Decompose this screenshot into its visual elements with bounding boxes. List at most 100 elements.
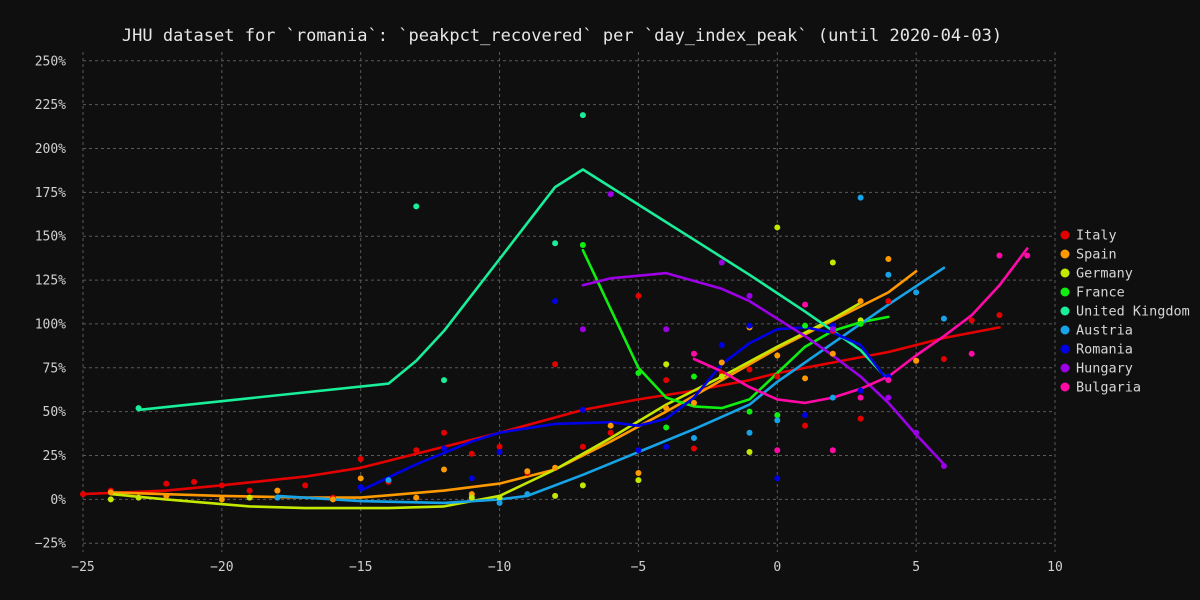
data-point xyxy=(690,350,697,357)
grid xyxy=(82,52,1056,552)
data-point xyxy=(274,494,281,501)
legend-label: Bulgaria xyxy=(1076,380,1141,396)
y-tick-label: 0% xyxy=(50,493,66,508)
data-point xyxy=(135,494,142,501)
data-point xyxy=(829,326,836,333)
x-tick-label: −25 xyxy=(71,560,94,575)
data-point xyxy=(746,408,753,415)
data-point xyxy=(857,298,864,305)
data-point xyxy=(774,475,781,482)
data-point xyxy=(441,445,448,452)
data-point xyxy=(496,449,503,455)
data-point xyxy=(579,443,586,450)
data-point xyxy=(496,494,503,501)
y-tick-label: 250% xyxy=(35,54,66,69)
data-point xyxy=(579,241,586,248)
data-point xyxy=(802,422,809,429)
legend-marker xyxy=(1060,306,1070,316)
data-point xyxy=(496,443,503,450)
trend-line xyxy=(359,326,890,492)
data-points xyxy=(80,112,1031,506)
data-point xyxy=(829,259,836,266)
x-tick-label: 5 xyxy=(912,560,920,575)
data-point xyxy=(885,298,892,305)
data-point xyxy=(496,499,503,506)
data-point xyxy=(774,224,781,231)
data-point xyxy=(385,477,392,484)
legend-label: Italy xyxy=(1076,228,1117,244)
data-point xyxy=(829,394,836,401)
data-point xyxy=(635,370,642,377)
trend-line xyxy=(581,248,890,410)
data-point xyxy=(940,315,947,322)
data-point xyxy=(552,361,559,368)
data-point xyxy=(441,377,448,384)
data-point xyxy=(302,482,309,489)
data-point xyxy=(413,447,420,454)
data-point xyxy=(357,475,364,482)
legend-label: France xyxy=(1076,285,1125,301)
data-point xyxy=(635,470,642,477)
y-tick-label: −25% xyxy=(35,537,66,552)
y-tick-label: 125% xyxy=(35,274,66,289)
data-point xyxy=(357,484,364,491)
data-point xyxy=(163,480,170,487)
y-axis-ticks: −25% 0% 25% 50% 75% 100% 125% 150% 175% 200% 225% 2… xyxy=(35,54,66,551)
x-tick-label: −15 xyxy=(349,560,372,575)
data-point xyxy=(635,292,642,299)
y-tick-label: 100% xyxy=(35,317,66,332)
data-point xyxy=(690,445,697,452)
legend-marker xyxy=(1060,382,1070,392)
legend-label: Germany xyxy=(1076,266,1133,282)
legend-label: Spain xyxy=(1076,247,1117,263)
trend-line xyxy=(81,326,1001,496)
data-point xyxy=(579,406,586,413)
data-point xyxy=(857,320,864,327)
chart-title: JHU dataset for `romania`: `peakpct_reco… xyxy=(122,26,1002,46)
legend-marker xyxy=(1060,344,1070,354)
data-point xyxy=(552,240,559,247)
data-point xyxy=(746,429,753,436)
trend-line xyxy=(581,271,946,466)
legend-marker xyxy=(1060,325,1070,335)
data-point xyxy=(774,373,781,380)
data-point xyxy=(746,366,753,373)
data-point xyxy=(913,429,920,436)
data-point xyxy=(80,491,86,498)
data-point xyxy=(524,491,531,498)
data-point xyxy=(690,373,697,380)
data-point xyxy=(996,252,1003,259)
data-point xyxy=(885,271,892,278)
x-axis-ticks: −25 −20 −15 −10 −5 0 5 10 xyxy=(71,560,1063,575)
legend-label: United Kingdom xyxy=(1076,304,1190,320)
data-point xyxy=(191,478,198,485)
data-point xyxy=(829,447,836,454)
data-point xyxy=(940,356,947,363)
data-point xyxy=(857,387,864,394)
data-point xyxy=(524,468,531,475)
data-point xyxy=(107,489,114,496)
legend-label: Austria xyxy=(1076,323,1133,339)
data-point xyxy=(718,259,725,266)
data-point xyxy=(663,377,670,384)
data-point xyxy=(774,417,781,424)
data-point xyxy=(607,191,614,198)
data-point xyxy=(468,494,475,501)
data-point xyxy=(552,464,559,471)
data-point xyxy=(885,394,892,401)
data-point xyxy=(663,443,670,450)
data-point xyxy=(246,487,253,494)
data-point xyxy=(968,317,975,324)
data-point xyxy=(690,399,697,406)
legend-marker xyxy=(1060,268,1070,278)
data-point xyxy=(663,326,670,333)
data-point xyxy=(441,466,448,473)
x-tick-label: 10 xyxy=(1047,560,1063,575)
data-point xyxy=(413,494,420,501)
data-point xyxy=(635,447,642,454)
data-point xyxy=(746,292,753,299)
data-point xyxy=(552,492,559,499)
data-point xyxy=(802,301,809,308)
data-point xyxy=(802,322,809,329)
